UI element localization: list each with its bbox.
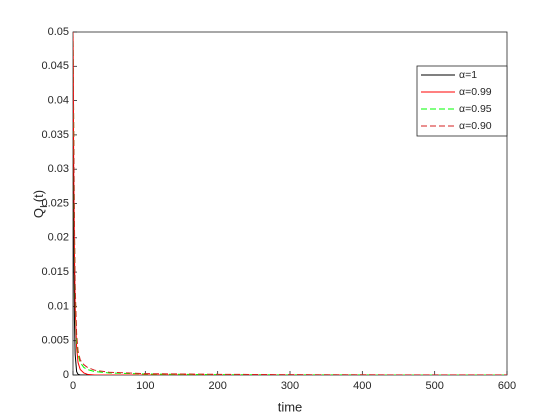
x-tick-label: 200	[208, 380, 226, 392]
y-tick-label: 0.005	[41, 335, 69, 347]
y-label-rest: (t)	[31, 190, 46, 202]
legend-label: α=0.99	[459, 86, 492, 98]
x-tick-label: 600	[498, 380, 516, 392]
legend-label: α=0.90	[459, 120, 492, 132]
y-label-main: Q	[31, 208, 46, 218]
y-tick-label: 0.015	[41, 266, 69, 278]
legend-label: α=1	[459, 69, 477, 81]
series-line	[73, 32, 507, 375]
y-tick-label: 0.02	[48, 232, 69, 244]
legend-box	[416, 65, 508, 137]
plot-lines	[73, 32, 507, 375]
y-tick-label: 0.025	[41, 197, 69, 209]
y-label-sub: I	[39, 205, 50, 208]
x-tick-label: 0	[70, 380, 76, 392]
x-tick-label: 500	[425, 380, 443, 392]
y-tick-label: 0.05	[48, 26, 69, 38]
x-tick-label: 300	[281, 380, 299, 392]
legend-label: α=0.95	[459, 103, 492, 115]
x-tick-label: 400	[353, 380, 371, 392]
y-axis-label: QI (t)	[31, 190, 49, 218]
y-tick-label: 0.03	[48, 163, 69, 175]
y-tick-label: 0	[63, 369, 69, 381]
series-line	[73, 32, 507, 375]
x-axis-label: time	[278, 399, 303, 414]
y-tick-label: 0.035	[41, 129, 69, 141]
y-tick-label: 0.04	[48, 95, 69, 107]
x-tick-label: 100	[136, 380, 154, 392]
y-tick-label: 0.01	[48, 300, 69, 312]
series-line	[73, 32, 507, 375]
y-tick-label: 0.045	[41, 60, 69, 72]
